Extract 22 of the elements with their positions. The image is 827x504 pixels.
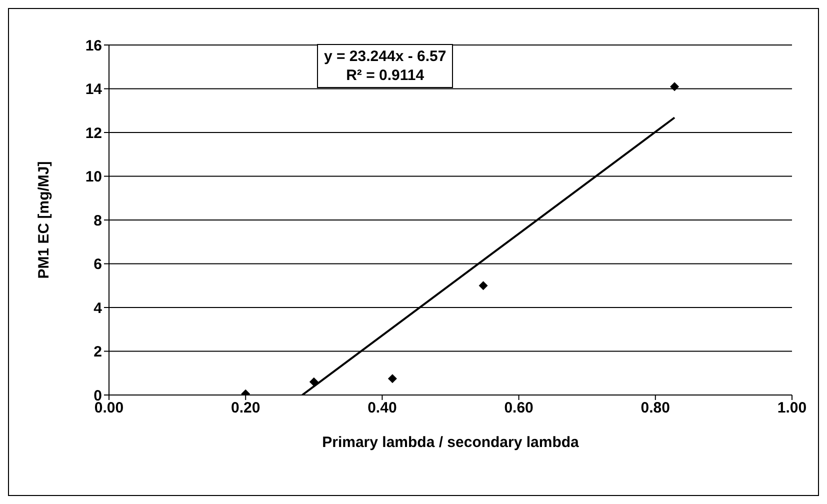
x-tick-label: 0.20 [231,400,260,417]
point [478,281,488,290]
point [670,82,680,92]
x-tick-label: 0.80 [640,400,670,417]
x-axis-title: Primary lambda / secondary lambda [322,434,580,451]
y-tick-label: 4 [94,300,103,317]
y-axis-title: PM1 EC [mg/MJ] [35,161,52,279]
point [388,374,397,384]
x-tick-label: 0.00 [94,400,124,417]
y-tick-label: 16 [85,37,102,54]
y-tick-label: 2 [94,344,102,361]
y-tick-label: 12 [85,124,102,142]
annotation: R² = 0.9114 [345,66,426,85]
x-tick-label: 0.40 [368,400,397,417]
y-tick-label: 8 [94,212,102,230]
annotation: y = 23.244x - 6.57 [324,47,446,66]
y-tick-label: 10 [85,168,102,186]
x-tick-label: 1.00 [777,400,807,417]
point [309,377,318,386]
x-tick-label: 0.60 [504,400,534,417]
y-tick-label: 14 [85,81,103,98]
y-tick-label: 6 [94,256,102,274]
